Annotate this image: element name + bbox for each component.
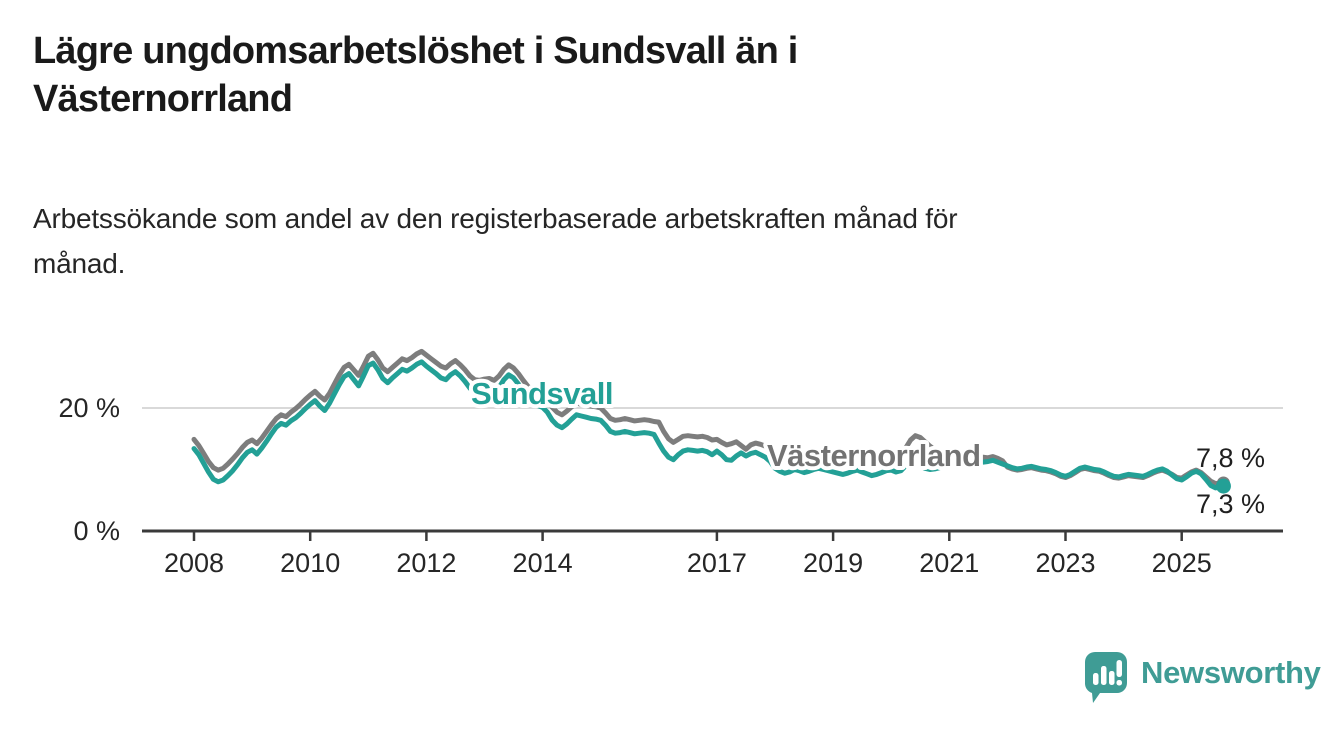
x-tick-label-2017: 2017 [687,548,747,578]
x-tick-label-2008: 2008 [164,548,224,578]
chart-title-line2: Västernorrland [33,78,293,120]
x-tick-label-2023: 2023 [1035,548,1095,578]
series-label-sundsvall: Sundsvall [471,376,613,411]
x-tick-label-2025: 2025 [1152,548,1212,578]
end-dot-sundsvall [1215,478,1231,494]
chart-title-line1: Lägre ungdomsarbetslöshet i Sundsvall än… [33,30,798,72]
series-line-vasternorrland [191,348,1223,487]
chart-title: Lägre ungdomsarbetslöshet i Sundsvall än… [33,27,1273,123]
series-line-sundsvall [191,359,1223,491]
speech-bubble-barchart-icon [1084,652,1127,703]
x-tick-label-2019: 2019 [803,548,863,578]
newsworthy-logo-text: Newsworthy [1141,655,1321,690]
end-value-label-sundsvall: 7,3 % [1196,489,1265,519]
chart-subtitle-line1: Arbetssökande som andel av den registerb… [33,203,958,234]
y-tick-label-0pct: 0 % [73,516,120,546]
x-tick-label-2014: 2014 [513,548,573,578]
chart-subtitle: Arbetssökande som andel av den registerb… [33,196,1273,286]
newsworthy-logo-mark-icon [1084,652,1129,713]
x-tick-label-2012: 2012 [396,548,456,578]
series-label-vasternorrland: Västernorrland [767,438,981,473]
x-tick-label-2021: 2021 [919,548,979,578]
chart-subtitle-line2: månad. [33,248,126,279]
end-value-label-vasternorrland: 7,8 % [1196,443,1265,473]
y-tick-label-20pct: 20 % [58,393,120,423]
x-tick-label-2010: 2010 [280,548,340,578]
newsworthy-logo[interactable]: Newsworthy [1084,652,1321,713]
